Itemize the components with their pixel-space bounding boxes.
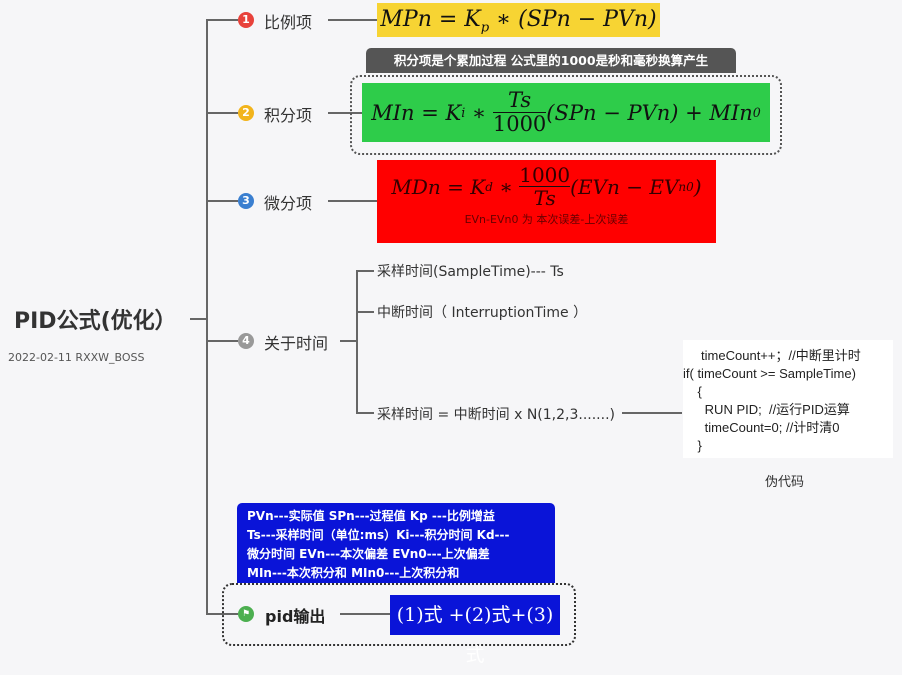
- formula-text: MIn = K: [371, 100, 462, 125]
- branch-line: [206, 19, 238, 21]
- branch-pid-output[interactable]: pid输出: [265, 607, 326, 626]
- code-line: }: [683, 438, 702, 453]
- code-line: RUN PID; //运行PID运算: [683, 402, 850, 417]
- number-1-icon: 1: [238, 12, 254, 28]
- branch-integral[interactable]: 积分项: [264, 106, 313, 125]
- number-3-icon: 3: [238, 193, 254, 209]
- note-line: 微分时间 EVn---本次偏差 EVn0---上次偏差: [247, 547, 490, 561]
- formula-sub: d: [485, 179, 493, 194]
- connector: [340, 340, 357, 342]
- pseudo-code-box: timeCount++；//中断里计时 if( timeCount >= Sam…: [683, 340, 893, 458]
- denominator: 1000: [492, 112, 547, 136]
- formula-text: MPn = K: [380, 7, 481, 32]
- trunk-line: [206, 19, 208, 615]
- note-line: PVn---实际值 SPn---过程值 Kp ---比例增益: [247, 509, 495, 523]
- branch-derivative[interactable]: 微分项: [264, 194, 313, 213]
- connector: [622, 412, 682, 414]
- flag-icon: ⚑: [238, 606, 254, 622]
- formula-sub: p: [480, 20, 490, 36]
- formula-text: (SPn − PVn) + MIn: [546, 100, 753, 125]
- formula-text: ∗: [465, 100, 493, 125]
- integral-note: 积分项是个累加过程 公式里的1000是秒和毫秒换算产生: [366, 48, 736, 73]
- root-topic[interactable]: PID公式(优化）: [14, 309, 177, 334]
- connector: [340, 613, 390, 615]
- formula-text: (EVn − EV: [570, 174, 679, 199]
- code-line: {: [683, 384, 702, 399]
- output-frame: [222, 583, 576, 646]
- code-line: if( timeCount >= SampleTime): [683, 366, 856, 381]
- branch-time[interactable]: 关于时间: [264, 334, 329, 353]
- connector: [356, 412, 374, 414]
- code-line: timeCount=0; //计时清0: [683, 420, 840, 435]
- formula-sub: 0: [752, 105, 761, 120]
- denominator: Ts: [533, 186, 556, 210]
- output-formula: (1)式 +(2)式+(3)式: [390, 595, 560, 666]
- formula-sub: i: [461, 105, 466, 120]
- formula-text: ∗: [492, 174, 520, 199]
- connector: [356, 270, 374, 272]
- root-date: 2022-02-11 RXXW_BOSS: [8, 351, 145, 364]
- formula-sub: n0: [678, 179, 694, 194]
- note-line: MIn---本次积分和 MIn0---上次积分和: [247, 566, 460, 580]
- branch-proportional[interactable]: 比例项: [264, 13, 313, 32]
- formula-text: ∗ (SPn − PVn): [489, 7, 657, 32]
- fraction: Ts 1000: [492, 88, 547, 136]
- code-caption: 伪代码: [765, 475, 805, 490]
- branch-line: [206, 112, 238, 114]
- integral-frame: [350, 75, 782, 155]
- formula-text: ): [693, 174, 702, 199]
- branch-line: [206, 200, 238, 202]
- code-line: timeCount++；//中断里计时: [683, 348, 861, 363]
- branch-line: [206, 340, 238, 342]
- time-item-relation[interactable]: 采样时间 = 中断时间 x N(1,2,3.......): [377, 407, 615, 423]
- legend-note: PVn---实际值 SPn---过程值 Kp ---比例增益 Ts---采样时间…: [237, 503, 555, 583]
- connector: [328, 200, 377, 202]
- formula-text: MDn = K: [391, 174, 486, 199]
- root-connector: [190, 318, 207, 320]
- connector: [328, 112, 362, 114]
- numerator: 1000: [519, 163, 571, 187]
- time-item-interrupt[interactable]: 中断时间（ InterruptionTime ）: [377, 305, 588, 321]
- sub-trunk: [356, 270, 358, 413]
- connector: [356, 311, 374, 313]
- number-2-icon: 2: [238, 105, 254, 121]
- numerator: Ts: [492, 88, 547, 113]
- fraction: 1000 Ts: [519, 163, 571, 210]
- derivative-note: EVn-EVn0 为 本次误差-上次误差: [464, 213, 629, 226]
- note-line: Ts---采样时间（单位:ms）Ki---积分时间 Kd---: [247, 528, 510, 542]
- connector: [328, 19, 377, 21]
- time-item-sample[interactable]: 采样时间(SampleTime)--- Ts: [377, 264, 564, 280]
- formula-proportional: MPn = Kp ∗ (SPn − PVn): [377, 3, 660, 37]
- number-4-icon: 4: [238, 333, 254, 349]
